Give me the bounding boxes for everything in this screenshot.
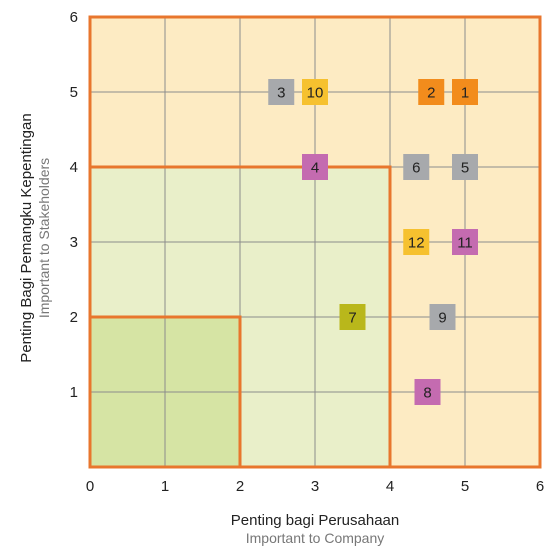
point-11: 11 [452,229,478,255]
point-marker-9 [429,304,456,330]
x-axis-label: Penting bagi Perusahaan Important to Com… [90,511,540,547]
point-marker-5 [452,154,478,180]
point-label-11: 11 [457,235,473,252]
y-tick-1: 1 [70,384,78,401]
points: 123 104 6 512 117 98 [268,79,478,405]
point-label-5: 5 [461,160,469,177]
point-label-8: 8 [423,385,431,402]
y-tick-4: 4 [70,159,78,176]
point-3: 3 [268,79,295,105]
point-12: 12 [403,229,430,255]
point-label-10: 10 [307,85,324,102]
point-marker-6 [403,154,430,180]
point-marker-7 [339,304,366,330]
point-marker-2 [418,79,445,105]
point-8: 8 [414,379,441,405]
x-axis-title: Penting bagi Perusahaan [230,512,400,529]
point-label-1: 1 [461,85,469,102]
x-tick-6: 6 [536,478,544,495]
x-tick-2: 2 [236,478,244,495]
point-marker-11 [452,229,478,255]
point-7: 7 [339,304,366,330]
point-label-4: 4 [311,160,319,177]
point-9: 9 [429,304,456,330]
point-marker-12 [403,229,430,255]
x-axis-subtitle: Important to Company [245,530,385,546]
y-axis-title: Penting Bagi Pemangku Kepentingan [18,113,35,363]
y-axis-subtitle: Important to Stakeholders [36,157,52,319]
point-marker-3 [268,79,295,105]
point-6: 6 [403,154,430,180]
x-tick-1: 1 [161,478,169,495]
point-label-3: 3 [277,85,285,102]
point-marker-1 [452,79,478,105]
point-4: 4 [302,154,328,180]
x-tick-5: 5 [461,478,469,495]
y-tick-5: 5 [70,84,78,101]
x-tick-3: 3 [311,478,319,495]
point-marker-10 [302,79,328,105]
point-1: 1 [452,79,478,105]
point-label-2: 2 [427,85,435,102]
point-label-6: 6 [412,160,420,177]
point-marker-8 [414,379,441,405]
y-tick-2: 2 [70,309,78,326]
y-tick-3: 3 [70,234,78,251]
point-label-12: 12 [408,235,425,252]
point-marker-4 [302,154,328,180]
point-10: 10 [302,79,328,105]
point-2: 2 [418,79,445,105]
y-tick-6: 6 [70,9,78,26]
point-5: 5 [452,154,478,180]
x-tick-4: 4 [386,478,394,495]
point-label-7: 7 [348,310,356,327]
zone-borders [88,15,542,469]
point-label-9: 9 [438,310,446,327]
zone-border-3 [88,315,242,469]
x-tick-0: 0 [86,478,94,495]
